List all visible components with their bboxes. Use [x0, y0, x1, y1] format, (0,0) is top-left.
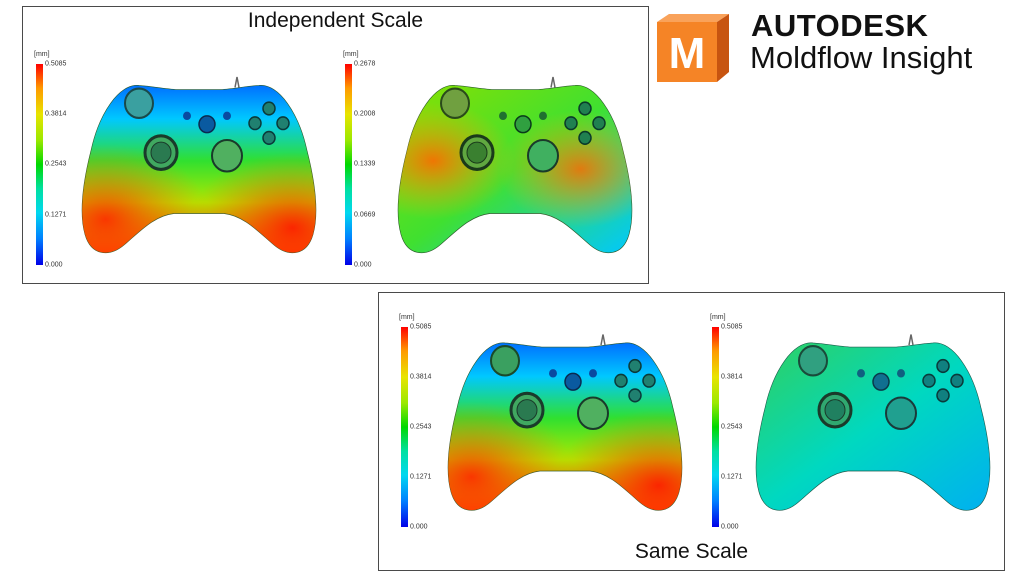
panel-title: Independent Scale: [247, 9, 424, 32]
legend-tick: 0.1339: [354, 160, 376, 168]
legend-tick: 0.5085: [410, 323, 432, 331]
legend-tick: 0.2543: [410, 423, 432, 431]
legend-tick: 0.5085: [721, 323, 743, 331]
legend-color-bar: [401, 327, 408, 527]
legend-color-bar: [36, 64, 43, 265]
legend-tick: 0.2543: [721, 423, 743, 431]
legend-unit: [mm]: [399, 314, 415, 321]
legend-tick: 0.5085: [45, 60, 67, 68]
controller-deflection-model: [397, 76, 633, 254]
independent-scale-panel: Independent Scale [mm] 0.5085 0.3814 0.2…: [22, 6, 649, 284]
legend-tick: 0.2008: [354, 110, 376, 118]
legend-tick: 0.1271: [721, 473, 743, 481]
legend-tick: 0.000: [721, 523, 739, 531]
legend-tick: 0.000: [45, 261, 63, 269]
panel-title: Same Scale: [634, 540, 749, 563]
legend-tick: 0.000: [354, 261, 372, 269]
controller-deflection-model: [447, 334, 683, 511]
legend-tick: 0.0669: [354, 211, 376, 219]
legend-color-bar: [345, 64, 352, 265]
legend-unit: [mm]: [34, 51, 50, 58]
legend-color-bar: [712, 327, 719, 527]
legend-tick: 0.1271: [410, 473, 432, 481]
autodesk-logo-icon: M: [657, 14, 729, 82]
same-scale-panel: Same Scale [mm] 0.5085 0.3814 0.2543 0.1…: [378, 292, 1005, 571]
legend-tick: 0.3814: [45, 110, 67, 118]
legend-tick: 0.1271: [45, 211, 67, 219]
legend-tick: 0.3814: [410, 373, 432, 381]
legend-unit: [mm]: [710, 314, 726, 321]
controller-deflection-model: [81, 76, 317, 254]
legend-tick: 0.2543: [45, 160, 67, 168]
legend-unit: [mm]: [343, 51, 359, 58]
controller-deflection-model: [755, 334, 991, 511]
logo-letter: M: [669, 29, 706, 78]
legend-tick: 0.000: [410, 523, 428, 531]
legend-tick: 0.3814: [721, 373, 743, 381]
brand-name: AUTODESK: [751, 8, 929, 43]
legend-tick: 0.2678: [354, 60, 376, 68]
product-name: Moldflow Insight: [750, 40, 973, 75]
